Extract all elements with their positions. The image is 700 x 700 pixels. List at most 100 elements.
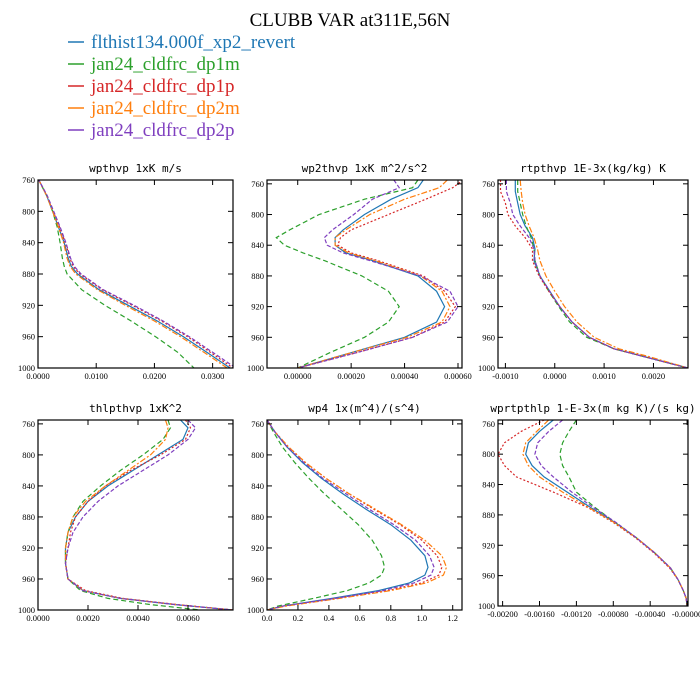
y-tick-label: 920 — [482, 540, 495, 550]
y-tick-label: 880 — [251, 271, 264, 281]
y-tick-label: 760 — [22, 419, 35, 429]
legend-entry: jan24_cldfrc_dp1m — [90, 54, 240, 75]
series-line — [64, 420, 233, 610]
y-tick-label: 840 — [251, 240, 264, 250]
x-tick-label: 0.0020 — [642, 371, 665, 381]
y-tick-label: 880 — [22, 512, 35, 522]
series-line — [275, 180, 419, 368]
y-tick-label: 760 — [251, 419, 264, 429]
x-tick-label: 0.0040 — [126, 613, 149, 623]
y-tick-label: 840 — [22, 238, 35, 248]
panel-title: rtpthvp 1E-3x(kg/kg) K — [520, 162, 666, 175]
y-tick-label: 920 — [22, 300, 35, 310]
series-line — [38, 180, 233, 367]
x-tick-label: 0.0200 — [143, 371, 166, 381]
series-line — [267, 420, 443, 610]
x-tick-label: -0.00120 — [561, 609, 591, 619]
y-tick-label: 960 — [22, 574, 35, 584]
figure-title: CLUBB VAR at311E,56N — [250, 10, 451, 31]
series-line — [38, 180, 228, 368]
x-tick-label: 0.00040 — [391, 371, 419, 381]
series-line — [522, 420, 688, 606]
x-tick-label: 0.0000 — [26, 613, 49, 623]
series-line — [297, 180, 459, 368]
y-tick-label: 960 — [482, 332, 495, 342]
x-tick-label: 0.00020 — [337, 371, 365, 381]
series-line — [297, 180, 451, 368]
plot-frame — [266, 419, 463, 611]
y-tick-label: 960 — [22, 332, 35, 342]
y-tick-label: 920 — [482, 302, 495, 312]
x-tick-label: 0.0300 — [201, 371, 224, 381]
series-line — [559, 420, 688, 606]
x-tick-label: 0.8 — [385, 613, 396, 623]
series-line — [64, 420, 233, 610]
chart-panel: rtpthvp 1E-3x(kg/kg) K 760 800 840 880 920 960… — [478, 162, 689, 381]
x-tick-label: -0.00040 — [635, 609, 665, 619]
plot-frame — [266, 179, 463, 369]
y-tick-label: 1000 — [18, 363, 35, 373]
series-line — [64, 420, 233, 610]
y-tick-label: 840 — [482, 480, 495, 490]
y-tick-label: 760 — [22, 175, 35, 185]
y-tick-label: 760 — [251, 179, 264, 189]
x-tick-label: 0.0020 — [76, 613, 99, 623]
x-tick-label: 0.00000 — [284, 371, 312, 381]
plot-frame — [37, 419, 234, 611]
y-tick-label: 800 — [482, 210, 495, 220]
series-line — [297, 180, 446, 368]
panel-title: wpthvp 1xK m/s — [89, 162, 182, 175]
x-tick-label: 0.0100 — [85, 371, 108, 381]
y-tick-label: 760 — [482, 179, 495, 189]
y-tick-label: 1000 — [247, 605, 264, 615]
series-line — [267, 420, 448, 610]
y-tick-label: 840 — [251, 481, 264, 491]
x-tick-label: -0.00000 — [672, 609, 700, 619]
series-line — [505, 180, 688, 368]
series-line — [64, 420, 201, 610]
series-line — [297, 180, 462, 368]
x-tick-label: -0.00160 — [524, 609, 554, 619]
chart-panel: wprtpthlp 1-E-3x(m kg K)/(s kg) 760 800 840… — [478, 402, 700, 619]
y-tick-label: 800 — [482, 449, 495, 459]
x-tick-label: 0.00060 — [444, 371, 472, 381]
y-tick-label: 840 — [482, 240, 495, 250]
x-tick-label: 0.0000 — [543, 371, 566, 381]
series-line — [534, 420, 688, 606]
x-tick-label: -0.0010 — [492, 371, 518, 381]
y-tick-label: 960 — [482, 571, 495, 581]
y-tick-label: 920 — [251, 543, 264, 553]
y-tick-label: 960 — [251, 332, 264, 342]
y-tick-label: 760 — [482, 419, 495, 429]
x-tick-label: 0.0010 — [592, 371, 615, 381]
y-tick-label: 880 — [251, 512, 264, 522]
panel-title: wp4 1x(m^4)/(s^4) — [308, 402, 421, 415]
plot-frame — [497, 179, 689, 369]
y-tick-label: 920 — [22, 543, 35, 553]
y-tick-label: 1000 — [18, 605, 35, 615]
legend-entry: jan24_cldfrc_dp2p — [90, 120, 235, 141]
series-line — [499, 180, 688, 368]
panel-title: thlpthvp 1xK^2 — [89, 402, 182, 415]
chart-panel: thlpthvp 1xK^276080084088092096010000.00… — [18, 402, 234, 623]
chart-panel: wp4 1x(m^4)/(s^4)76080084088092096010000… — [247, 402, 463, 623]
y-tick-label: 800 — [22, 450, 35, 460]
y-tick-label: 880 — [482, 271, 495, 281]
x-tick-label: 0.4 — [324, 613, 335, 623]
series-line — [267, 420, 435, 610]
x-tick-label: -0.00080 — [598, 609, 628, 619]
chart-panel: wp2thvp 1xK m^2/s^2 760 800 840 880 920 960 100… — [247, 162, 472, 381]
x-tick-label: 0.0060 — [176, 613, 199, 623]
panels: wpthvp 1xK m/s76080084088092096010000.00… — [18, 162, 700, 623]
panel-title: wprtpthlp 1-E-3x(m kg K)/(s kg) — [490, 402, 695, 415]
series-line — [525, 420, 688, 606]
series-line — [64, 420, 233, 610]
y-tick-label: 920 — [251, 302, 264, 312]
y-tick-label: 800 — [251, 450, 264, 460]
series-line — [267, 420, 386, 610]
x-tick-label: 0.0 — [262, 613, 273, 623]
series-line — [267, 420, 429, 610]
legend: flthist134.000f_xp2_revertjan24_cldfrc_d… — [68, 32, 296, 141]
series-line — [517, 180, 688, 368]
panel-title: wp2thvp 1xK m^2/s^2 — [302, 162, 428, 175]
